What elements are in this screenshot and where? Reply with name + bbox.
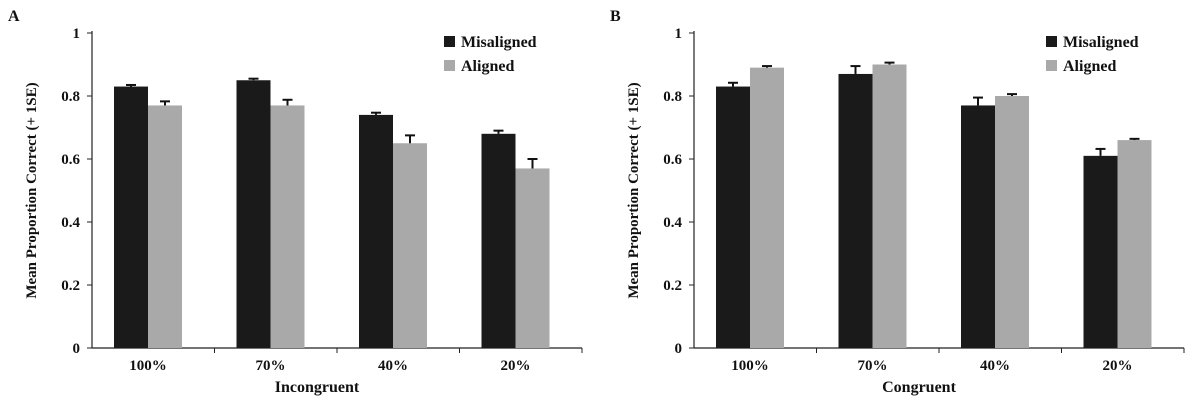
bar-aligned-70pct <box>270 105 305 348</box>
bar-aligned-70pct <box>872 64 907 348</box>
chart-panel-a: A 0 0.2 0.4 0.6 0.8 1 100% 70% 40% 20% Incongruent… <box>0 0 590 404</box>
y-axis-label: Mean Proportion Correct (+ 1SE) <box>24 82 40 298</box>
panel-label: A <box>8 8 20 25</box>
bar-chart-incongruent: 0 0.2 0.4 0.6 0.8 1 100% 70% 40% 20% Incongruent Me… <box>24 26 583 396</box>
legend-swatch-aligned <box>1046 60 1057 71</box>
x-axis-label: Congruent <box>882 379 956 396</box>
y-tick-label: 1 <box>73 26 81 42</box>
y-tick-label: 0.2 <box>663 278 682 294</box>
bar-misaligned-70pct <box>236 80 271 348</box>
x-tick-label: 40% <box>378 358 408 374</box>
y-tick-label: 0.6 <box>663 152 682 168</box>
y-axis-label: Mean Proportion Correct (+ 1SE) <box>626 82 642 298</box>
legend-swatch-aligned <box>444 60 455 71</box>
y-tick-label: 0.8 <box>663 89 682 105</box>
y-tick-label: 0.6 <box>61 152 80 168</box>
bar-aligned-100pct <box>148 105 182 348</box>
x-tick-label: 20% <box>1103 358 1133 374</box>
x-tick-label: 20% <box>501 358 531 374</box>
y-tick-label: 1 <box>675 26 683 42</box>
panel-label: B <box>610 8 621 25</box>
x-tick-label: 40% <box>980 358 1010 374</box>
bar-misaligned-100pct <box>114 86 148 349</box>
chart-panel-b: B 0 0.2 0.4 0.6 0.8 1 100% 70% 40% 20% Congruent Me… <box>602 0 1192 404</box>
bar-misaligned-40pct <box>961 105 995 348</box>
y-tick-label: 0.4 <box>61 215 80 231</box>
bar-aligned-40pct <box>995 96 1029 348</box>
bar-chart-congruent: 0 0.2 0.4 0.6 0.8 1 100% 70% 40% 20% Congruent Mean… <box>626 26 1185 396</box>
bar-aligned-20pct <box>1117 140 1152 348</box>
bar-misaligned-100pct <box>716 86 750 349</box>
y-tick-label: 0.2 <box>61 278 80 294</box>
legend-swatch-misaligned <box>444 36 455 47</box>
bar-misaligned-20pct <box>481 133 516 348</box>
bar-misaligned-70pct <box>838 73 873 348</box>
legend-label-misaligned: Misaligned <box>461 34 537 51</box>
y-tick-label: 0.8 <box>61 89 80 105</box>
legend-label-aligned: Aligned <box>1063 58 1116 75</box>
x-axis-label: Incongruent <box>275 379 360 396</box>
bar-aligned-40pct <box>393 143 427 348</box>
x-tick-label: 70% <box>858 358 888 374</box>
y-tick-label: 0.4 <box>663 215 682 231</box>
legend-label-misaligned: Misaligned <box>1063 34 1139 51</box>
x-tick-label: 100% <box>731 358 769 374</box>
x-tick-label: 70% <box>256 358 286 374</box>
x-tick-label: 100% <box>129 358 167 374</box>
legend-label-aligned: Aligned <box>461 58 514 75</box>
y-tick-label: 0 <box>73 341 81 357</box>
legend-swatch-misaligned <box>1046 36 1057 47</box>
bar-misaligned-40pct <box>359 114 393 349</box>
bar-aligned-20pct <box>515 168 550 348</box>
y-tick-label: 0 <box>675 341 683 357</box>
bar-aligned-100pct <box>750 67 784 349</box>
bar-misaligned-20pct <box>1083 155 1118 348</box>
